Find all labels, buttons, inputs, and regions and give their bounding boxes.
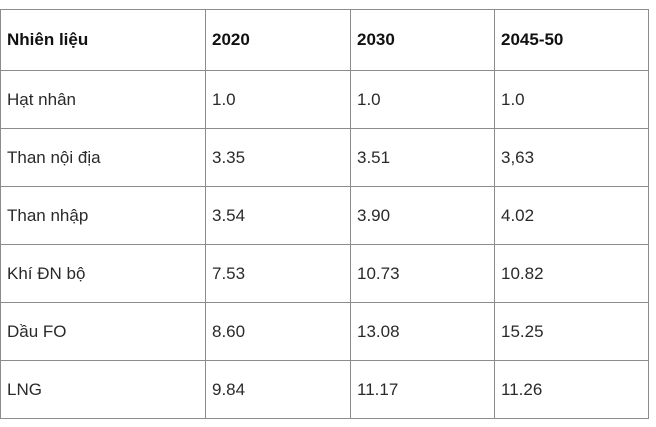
cell-2030: 3.51 <box>350 128 495 187</box>
cell-2045-50: 1.0 <box>494 70 649 129</box>
cell-2030: 10.73 <box>350 244 495 303</box>
header-2020: 2020 <box>205 9 351 71</box>
cell-2045-50: 3,63 <box>494 128 649 187</box>
cell-2030: 3.90 <box>350 186 495 245</box>
table-row: Dầu FO 8.60 13.08 15.25 <box>0 302 649 361</box>
cell-fuel: Than nhập <box>0 186 206 245</box>
cell-2030: 11.17 <box>350 360 495 419</box>
cell-fuel: Khí ĐN bộ <box>0 244 206 303</box>
table-row: LNG 9.84 11.17 11.26 <box>0 360 649 419</box>
table-row: Than nhập 3.54 3.90 4.02 <box>0 186 649 245</box>
table-row: Hạt nhân 1.0 1.0 1.0 <box>0 70 649 129</box>
cell-2020: 7.53 <box>205 244 351 303</box>
header-2030: 2030 <box>350 9 495 71</box>
cell-2030: 1.0 <box>350 70 495 129</box>
cell-fuel: Hạt nhân <box>0 70 206 129</box>
cell-2020: 3.54 <box>205 186 351 245</box>
cell-2020: 9.84 <box>205 360 351 419</box>
cell-2045-50: 11.26 <box>494 360 649 419</box>
table-header-row: Nhiên liệu 2020 2030 2045-50 <box>0 9 649 71</box>
fuel-cost-table: Nhiên liệu 2020 2030 2045-50 Hạt nhân 1.… <box>0 9 649 419</box>
cell-2045-50: 15.25 <box>494 302 649 361</box>
table-row: Khí ĐN bộ 7.53 10.73 10.82 <box>0 244 649 303</box>
header-2045-50: 2045-50 <box>494 9 649 71</box>
header-fuel: Nhiên liệu <box>0 9 206 71</box>
table-row: Than nội địa 3.35 3.51 3,63 <box>0 128 649 187</box>
cell-fuel: Dầu FO <box>0 302 206 361</box>
cell-2045-50: 4.02 <box>494 186 649 245</box>
cell-2030: 13.08 <box>350 302 495 361</box>
cell-2020: 1.0 <box>205 70 351 129</box>
cell-2045-50: 10.82 <box>494 244 649 303</box>
cell-2020: 3.35 <box>205 128 351 187</box>
cell-2020: 8.60 <box>205 302 351 361</box>
fuel-cost-table-container: Nhiên liệu 2020 2030 2045-50 Hạt nhân 1.… <box>0 9 649 419</box>
cell-fuel: Than nội địa <box>0 128 206 187</box>
cell-fuel: LNG <box>0 360 206 419</box>
